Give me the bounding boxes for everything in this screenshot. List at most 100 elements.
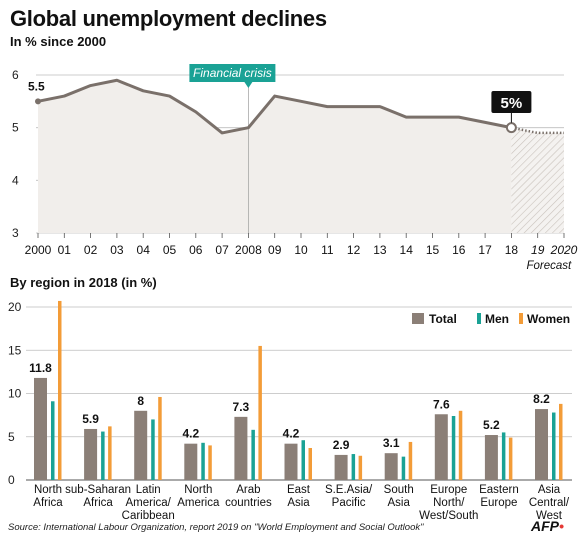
legend-swatch-men: [477, 313, 481, 324]
afp-logo: AFP•: [531, 518, 564, 534]
bar-total: [434, 414, 448, 480]
line-x-tick-label: 15: [426, 243, 440, 257]
bar-category-label: Africa: [83, 497, 113, 509]
bar-men: [151, 419, 155, 480]
legend-swatch-women: [519, 313, 523, 324]
bar-total: [84, 428, 98, 480]
line-y-tick-label: 6: [12, 68, 19, 82]
line-x-tick-label: 05: [163, 243, 177, 257]
crisis-callout-label: Financial crisis: [193, 66, 272, 80]
bar-women: [559, 403, 563, 480]
line-x-tick-label: 2008: [235, 243, 262, 257]
bar-category-label: West/South: [419, 510, 478, 522]
legend-label-total: Total: [429, 312, 457, 326]
line-start-point: [35, 98, 41, 105]
bar-category-label: West: [536, 510, 563, 522]
bar-data-label: 4.2: [283, 427, 300, 441]
bar-women: [408, 441, 413, 480]
bar-category-label: North: [34, 484, 62, 496]
bar-men: [201, 442, 205, 480]
bar-category-label: Asia: [388, 497, 411, 509]
bar-total: [384, 453, 398, 480]
bar-women: [258, 345, 262, 480]
bar-data-label: 8: [137, 394, 144, 408]
forecast-label: Forecast: [526, 260, 572, 272]
legend-swatch-total: [412, 313, 424, 324]
legend-label-women: Women: [527, 312, 570, 326]
bar-y-tick-label: 0: [8, 473, 15, 487]
chart-title: Global unemployment declines: [10, 6, 327, 31]
line-2018-point: [505, 122, 517, 134]
bar-total: [34, 377, 47, 480]
line-x-tick-label: 14: [400, 243, 414, 257]
line-start-label: 5.5: [28, 79, 45, 93]
bar-total: [334, 454, 348, 480]
bar-category-label: Asia: [287, 497, 310, 509]
bar-category-label: S.E.Asia/: [325, 484, 373, 496]
line-x-tick-label: 04: [137, 243, 151, 257]
afp-logo-text: AFP: [531, 518, 559, 534]
line-y-tick-label: 4: [12, 173, 19, 187]
crisis-callout-box: [189, 64, 276, 82]
bar-category-label: America: [177, 497, 220, 509]
bar-data-label: 5.2: [483, 418, 500, 432]
bar-category-label: America/: [126, 497, 172, 509]
bar-men: [451, 415, 456, 480]
callout-2018-label: 5%: [501, 95, 523, 112]
bar-category-label: countries: [225, 497, 272, 509]
crisis-callout-pointer: [244, 82, 253, 88]
line-x-tick-label: 16: [452, 243, 466, 257]
bar-men: [351, 454, 356, 480]
bar-total: [134, 410, 148, 480]
bar-women: [458, 410, 463, 480]
bar-data-label: 4.2: [182, 427, 199, 441]
bar-men: [51, 401, 55, 480]
bar-data-label: 7.6: [433, 397, 450, 411]
bar-category-label: North: [184, 484, 212, 496]
line-x-tick-label: 09: [268, 243, 282, 257]
bar-y-tick-label: 20: [8, 300, 22, 314]
line-y-tick-label: 3: [12, 226, 19, 240]
bar-category-label: South: [384, 484, 414, 496]
bar-y-tick-label: 15: [8, 343, 22, 357]
line-x-tick-label: 17: [478, 243, 492, 257]
bar-total: [484, 435, 498, 480]
bar-women: [58, 300, 62, 480]
legend-label-men: Men: [485, 312, 509, 326]
line-x-tick-label: 07: [215, 243, 229, 257]
bar-y-tick-label: 10: [8, 387, 22, 401]
callout-2018-box: [491, 91, 532, 113]
bar-chart-title: By region in 2018 (in %): [10, 275, 157, 290]
line-x-tick-label: 13: [373, 243, 387, 257]
bar-category-label: Arab: [236, 484, 260, 496]
bar-total: [284, 443, 298, 480]
source-note: Source: International Labour Organizatio…: [8, 522, 424, 533]
line-x-tick-label: 01: [58, 243, 72, 257]
bar-category-label: East: [287, 484, 311, 496]
bar-category-label: sub-Saharan: [65, 484, 131, 496]
bar-women: [208, 445, 212, 480]
bar-men: [401, 456, 406, 480]
bar-category-label: Latin: [136, 484, 161, 496]
bar-category-label: Asia: [538, 484, 561, 496]
bar-women: [308, 447, 312, 480]
bar-men: [251, 429, 255, 480]
line-x-tick-label: 06: [189, 243, 203, 257]
bar-men: [501, 432, 506, 480]
bar-total: [184, 443, 198, 480]
bar-data-label: 7.3: [233, 400, 250, 414]
line-x-tick-label: 2020: [550, 243, 578, 257]
bar-women: [508, 437, 513, 480]
bar-data-label: 5.9: [82, 412, 99, 426]
bar-category-label: Pacific: [332, 497, 366, 509]
bar-men: [301, 440, 305, 480]
line-x-tick-label: 11: [321, 243, 334, 257]
line-x-tick-label: 2000: [25, 243, 52, 257]
bar-women: [108, 426, 112, 480]
bar-category-label: Europe: [480, 497, 517, 509]
bar-category-label: Eastern: [479, 484, 519, 496]
bar-women: [158, 396, 162, 480]
bar-category-label: North/: [433, 497, 465, 509]
forecast-area-fill: [511, 127, 564, 233]
line-x-tick-label: 03: [110, 243, 124, 257]
